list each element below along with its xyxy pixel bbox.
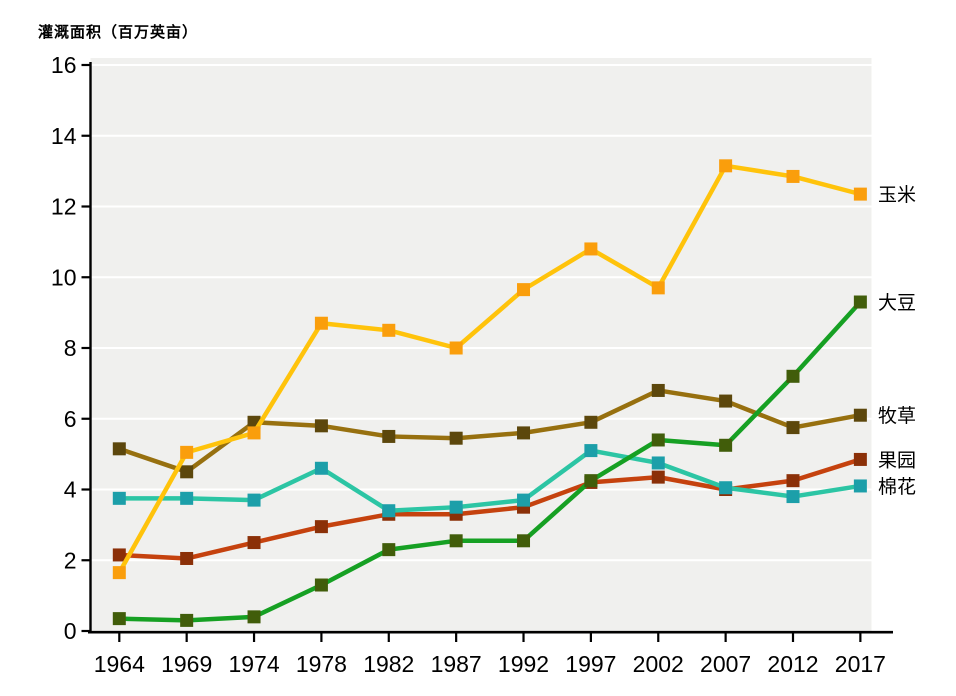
x-tick-label-1964: 1964 [94,651,145,677]
series-marker-soybean [517,534,531,548]
series-marker-hay [651,383,665,397]
series-line-hay [118,388,861,475]
series-marker-soybean [112,612,126,626]
y-tick-label-0: 0 [64,618,77,644]
series-marker-hay [853,408,867,422]
x-tick-label-2012: 2012 [767,651,818,677]
series-marker-corn [112,566,126,580]
series-marker-hay [786,421,800,435]
series-marker-soybean [651,433,665,447]
series-marker-hay [382,429,396,443]
series-marker-cotton [382,504,396,518]
series-marker-cotton [719,481,733,495]
series-marker-cotton [517,493,531,507]
series-marker-orchard [314,520,328,534]
x-tick-label-1978: 1978 [296,651,347,677]
series-marker-corn [719,159,733,173]
y-tick-label-10: 10 [51,264,77,290]
x-tick-label-1982: 1982 [363,651,414,677]
series-marker-soybean [382,543,396,557]
series-marker-soybean [719,438,733,452]
series-marker-cotton [314,461,328,475]
series-marker-soybean [449,534,463,548]
series-label-cotton: 棉花 [878,476,916,498]
y-tick-label-8: 8 [64,335,77,361]
series-label-orchard: 果园 [878,450,916,471]
series-line-corn [117,163,861,574]
series-line-cotton [119,448,861,513]
x-tick-label-2002: 2002 [633,651,684,677]
series-label-soybean: 大豆 [878,292,916,314]
series-marker-corn [651,281,665,295]
series-marker-hay [314,419,328,433]
series-marker-orchard [247,536,261,550]
series-marker-hay [719,394,733,408]
y-tick-label-12: 12 [51,194,77,220]
series-marker-orchard [651,470,665,484]
series-marker-soybean [314,578,328,592]
series-marker-cotton [247,493,261,507]
x-tick-label-1969: 1969 [161,651,212,677]
chart-title: 灌溉面积（百万英亩） [38,24,199,41]
y-tick-label-2: 2 [64,547,77,573]
x-tick-label-1992: 1992 [498,651,549,677]
series-marker-hay [517,426,531,440]
series-marker-cotton [449,500,463,514]
series-marker-soybean [853,295,867,309]
series-marker-corn [449,341,463,355]
series-marker-soybean [247,610,261,624]
x-tick-label-1997: 1997 [565,651,616,677]
x-tick-label-2017: 2017 [835,651,886,677]
series-marker-orchard [180,551,194,565]
series-marker-soybean [584,474,598,488]
series-marker-corn [314,316,328,330]
y-tick-label-4: 4 [64,477,77,503]
series-marker-cotton [112,491,126,505]
series-marker-corn [584,242,598,256]
series-marker-orchard [853,452,867,466]
x-tick-label-2007: 2007 [700,651,751,677]
series-label-hay: 牧草 [878,405,916,427]
series-marker-cotton [180,491,194,505]
y-tick-label-14: 14 [51,123,77,149]
series-marker-soybean [180,613,194,627]
series-marker-hay [180,465,194,479]
series-marker-hay [112,442,126,456]
series-marker-corn [517,283,531,297]
series-marker-hay [584,415,598,429]
y-tick-label-16: 16 [51,52,77,78]
x-tick-label-1974: 1974 [228,651,279,677]
series-label-corn: 玉米 [878,184,916,206]
plot-area [90,58,872,631]
y-tick-label-6: 6 [64,406,77,432]
series-marker-cotton [584,444,598,458]
series-marker-cotton [853,479,867,493]
series-marker-orchard [112,548,126,562]
series-marker-corn [853,187,867,201]
x-tick-label-1987: 1987 [431,651,482,677]
series-line-soybean [119,300,863,623]
series-marker-hay [449,431,463,445]
series-marker-cotton [786,490,800,504]
series-marker-corn [382,323,396,337]
series-marker-cotton [651,456,665,470]
series-marker-soybean [786,369,800,383]
series-marker-orchard [786,474,800,488]
series-marker-corn [247,426,261,440]
series-marker-corn [786,169,800,183]
series-marker-corn [180,445,194,459]
